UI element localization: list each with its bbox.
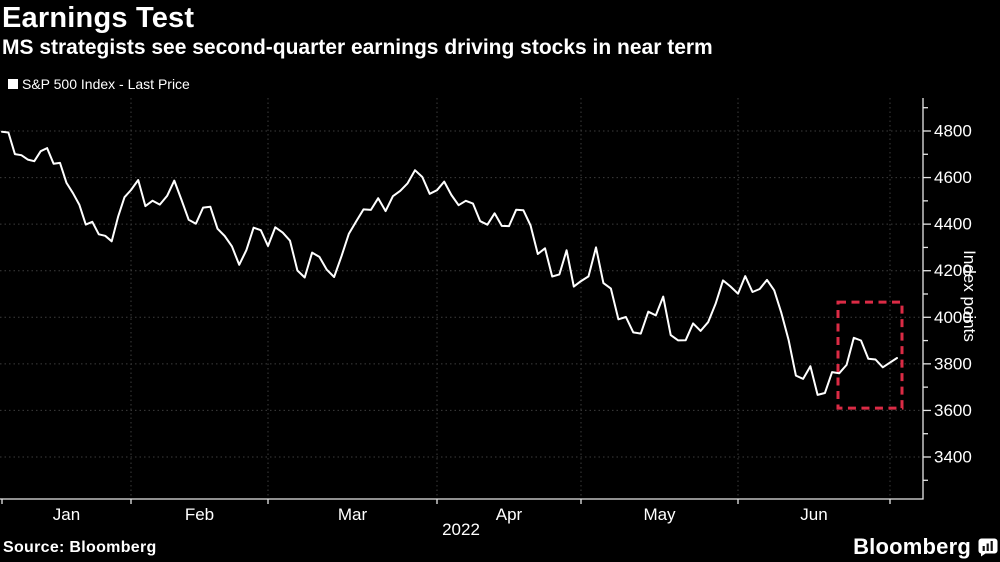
y-axis-title: Index points	[960, 250, 979, 342]
x-tick-label: Jun	[800, 505, 827, 524]
y-tick-label: 3600	[934, 401, 972, 420]
y-tick-label: 3800	[934, 354, 972, 373]
x-axis-year-label: 2022	[442, 520, 480, 539]
x-tick-label: May	[643, 505, 676, 524]
x-tick-label: Jan	[53, 505, 80, 524]
bloomberg-logo: Bloomberg	[853, 534, 998, 560]
bloomberg-wordmark: Bloomberg	[853, 534, 971, 559]
source-note: Source: Bloomberg	[3, 539, 157, 556]
legend-label: S&P 500 Index - Last Price	[22, 76, 190, 92]
axis-frame	[0, 98, 924, 500]
highlight-box	[836, 300, 904, 410]
y-tick-label: 4400	[934, 215, 972, 234]
y-tick-label: 4800	[934, 122, 972, 141]
legend-swatch-icon	[8, 79, 18, 89]
y-tick-label: 4000	[934, 308, 972, 327]
y-tick-label: 3400	[934, 448, 972, 467]
y-tick-label: 4600	[934, 168, 972, 187]
x-tick-label: Feb	[185, 505, 214, 524]
y-tick-label: 4200	[934, 261, 972, 280]
x-tick-label: Mar	[338, 505, 368, 524]
series-line	[1, 130, 898, 396]
x-tick-label: Apr	[496, 505, 523, 524]
page-subtitle: MS strategists see second-quarter earnin…	[2, 36, 713, 59]
bloomberg-chart-bubble-icon	[978, 538, 998, 556]
legend: S&P 500 Index - Last Price	[8, 76, 190, 92]
page-title: Earnings Test	[2, 2, 195, 34]
